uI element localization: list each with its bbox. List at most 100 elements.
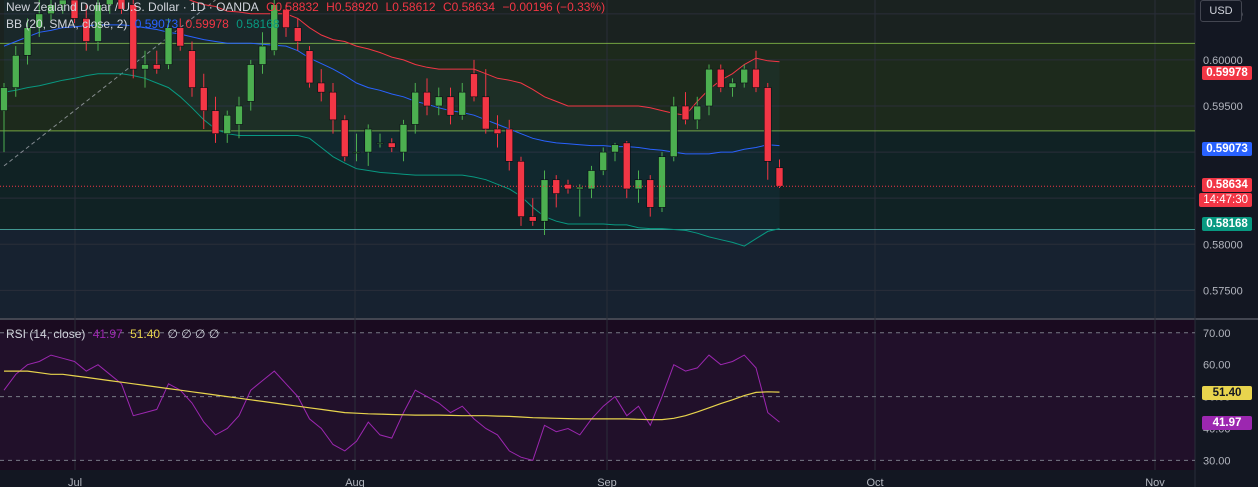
candle-body xyxy=(517,161,525,217)
bb-label[interactable]: BB (20, SMA, close, 2) xyxy=(6,17,128,31)
candle-body xyxy=(740,68,749,84)
candle-body xyxy=(340,119,349,157)
candle-body xyxy=(446,96,455,116)
candle-body xyxy=(693,105,702,121)
bb-upper-line xyxy=(188,0,780,116)
y-tick-label: 0.57500 xyxy=(1203,285,1243,297)
rsi-value: 41.97 xyxy=(92,327,123,341)
rsi-tick-label: 60.00 xyxy=(1203,360,1231,372)
candle-body xyxy=(23,27,32,56)
candle-body xyxy=(235,105,243,125)
bb-upper-value: 0.59978 xyxy=(185,17,229,31)
y-tick-label: 0.58000 xyxy=(1203,239,1243,251)
candle-body xyxy=(211,110,220,134)
candle-body xyxy=(270,4,279,51)
candle-body xyxy=(646,179,655,208)
candle-body xyxy=(622,142,631,190)
candle-body xyxy=(117,0,126,10)
currency-button[interactable]: USD xyxy=(1200,0,1242,22)
rsi-ma-value: 51.40 xyxy=(130,327,161,341)
candle-body xyxy=(611,144,619,153)
candle-body xyxy=(94,4,102,42)
candle-body xyxy=(11,55,20,88)
zone-low-bg xyxy=(0,229,1195,318)
bb-lower-value: 0.58168 xyxy=(236,17,280,31)
candle-body xyxy=(669,105,678,157)
zone-mid-bg xyxy=(0,130,1195,230)
candle-body xyxy=(352,151,361,154)
candle-body xyxy=(105,0,114,5)
candle-body xyxy=(152,64,161,70)
candle-body xyxy=(434,96,443,107)
rsi-line xyxy=(3,354,780,462)
y-tick-label: 0.59500 xyxy=(1203,101,1243,113)
candle-body xyxy=(705,68,713,107)
price-header: New Zealand Dollar / U.S. Dollar · 1D · … xyxy=(6,0,609,14)
countdown-badge: 14:47:30 xyxy=(1199,193,1252,207)
candle-body xyxy=(82,18,91,42)
candle-body xyxy=(317,82,326,93)
rsi-badge: 41.97 xyxy=(1202,416,1252,430)
x-tick-label: Nov xyxy=(1145,477,1165,487)
candle-body xyxy=(470,73,478,98)
candle-body xyxy=(199,87,208,111)
candle-body xyxy=(246,64,255,102)
bb-legend: BB (20, SMA, close, 2) 0.59073 0.59978 0… xyxy=(6,17,284,31)
rsi-label[interactable]: RSI (14, close) xyxy=(6,327,86,341)
candle-body xyxy=(540,179,549,222)
candle-body xyxy=(752,68,760,88)
bb-basis-value: 0.59073 xyxy=(134,17,179,31)
open-value: O0.58832 xyxy=(266,0,319,14)
candle-body xyxy=(634,179,643,190)
change-value: −0.00196 (−0.33%) xyxy=(502,0,606,14)
candle-body xyxy=(376,142,384,145)
candle-body xyxy=(575,186,584,190)
last-price-badge: 0.58634 xyxy=(1202,178,1252,192)
zone-top-bg xyxy=(0,0,1195,44)
candle-body xyxy=(423,91,431,107)
y-tick-label: 0.60000 xyxy=(1203,55,1243,67)
lower-band-badge: 0.58168 xyxy=(1202,217,1252,231)
candle-body xyxy=(258,45,267,65)
candle-body xyxy=(176,27,185,47)
close-value: C0.58634 xyxy=(442,0,495,14)
candle-body xyxy=(0,87,8,111)
candle-body xyxy=(587,170,596,190)
candle-body xyxy=(681,105,690,121)
candle-body xyxy=(458,91,467,116)
candle-body xyxy=(775,167,784,187)
candle-body xyxy=(35,13,44,28)
candle-body xyxy=(658,156,666,208)
candle-body xyxy=(305,50,314,84)
symbol-title[interactable]: New Zealand Dollar / U.S. Dollar · 1D · … xyxy=(6,0,259,14)
x-tick-label: Sep xyxy=(597,477,617,487)
high-value: H0.58920 xyxy=(326,0,379,14)
candle-body xyxy=(223,114,232,134)
x-tick-label: Aug xyxy=(345,477,365,487)
candle-body xyxy=(716,68,725,88)
candle-body xyxy=(293,27,302,42)
candle-body xyxy=(599,151,608,171)
upper-band-badge: 0.59978 xyxy=(1202,66,1252,80)
candle-body xyxy=(141,64,149,70)
rsi-tick-label: 30.00 xyxy=(1203,455,1231,467)
zone-upper-bg xyxy=(0,43,1195,131)
basis-badge: 0.59073 xyxy=(1202,142,1252,156)
candle-body xyxy=(129,4,138,70)
candle-body xyxy=(728,82,737,88)
candle-body xyxy=(505,128,514,162)
rsi-legend: RSI (14, close) 41.97 51.40 ∅ ∅ ∅ ∅ xyxy=(6,327,223,341)
candle-body xyxy=(47,4,55,15)
candle-body xyxy=(411,91,420,125)
candle-body xyxy=(493,128,502,134)
candle-body xyxy=(282,8,290,28)
rsi-tick-label: 70.00 xyxy=(1203,328,1231,340)
candle-body xyxy=(329,91,337,121)
rsi-ma-badge: 51.40 xyxy=(1202,386,1252,400)
candle-body xyxy=(763,87,772,162)
candle-body xyxy=(364,128,373,153)
bb-fill xyxy=(4,0,780,247)
low-value: L0.58612 xyxy=(385,0,436,14)
rsi-ma-line xyxy=(4,370,780,421)
